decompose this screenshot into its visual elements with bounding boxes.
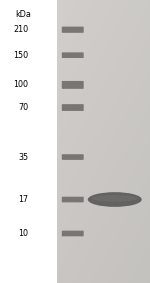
Ellipse shape [88, 192, 142, 207]
Text: 210: 210 [13, 25, 28, 34]
FancyBboxPatch shape [62, 231, 84, 236]
Text: 70: 70 [18, 103, 28, 112]
Text: 35: 35 [18, 153, 28, 162]
Text: 100: 100 [14, 80, 28, 89]
Text: 10: 10 [18, 229, 28, 238]
Ellipse shape [92, 195, 138, 202]
FancyBboxPatch shape [62, 154, 84, 160]
FancyBboxPatch shape [62, 81, 84, 89]
FancyBboxPatch shape [62, 104, 84, 111]
FancyBboxPatch shape [62, 197, 84, 202]
Text: 150: 150 [13, 51, 28, 60]
Text: 17: 17 [18, 195, 28, 204]
FancyBboxPatch shape [62, 27, 84, 33]
FancyBboxPatch shape [62, 52, 84, 58]
Text: kDa: kDa [15, 10, 31, 19]
